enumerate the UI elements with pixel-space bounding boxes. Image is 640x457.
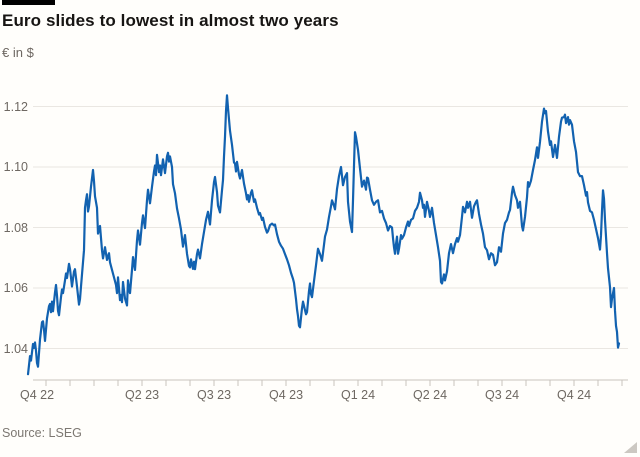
gridlines: [33, 106, 628, 349]
y-tick-label: 1.12: [3, 99, 28, 114]
y-tick-label: 1.04: [3, 341, 28, 356]
x-tick-label: Q4 24: [556, 388, 592, 402]
x-tick-label: Q3 24: [484, 388, 520, 402]
x-tick-label: Q3 23: [196, 388, 232, 402]
kicker-bar: [2, 0, 55, 5]
y-tick-label: 1.10: [3, 160, 28, 174]
price-line: [26, 94, 621, 376]
y-tick-label: 1.06: [3, 281, 28, 295]
x-tick-label: Q2 24: [412, 388, 448, 402]
chart-subtitle: € in $: [2, 45, 34, 60]
x-tick-label: Q2 23: [124, 388, 160, 402]
x-tick-label: Q1 24: [340, 388, 376, 402]
y-tick-label: 1.08: [3, 220, 28, 235]
x-tick-label: Q4 23: [268, 388, 304, 402]
resize-handle-icon[interactable]: [624, 442, 637, 453]
source-credit: Source: LSEG: [2, 426, 82, 440]
x-axis: [33, 379, 628, 386]
chart-title: Euro slides to lowest in almost two year…: [2, 11, 339, 30]
x-tick-label: Q4 22: [19, 388, 55, 402]
